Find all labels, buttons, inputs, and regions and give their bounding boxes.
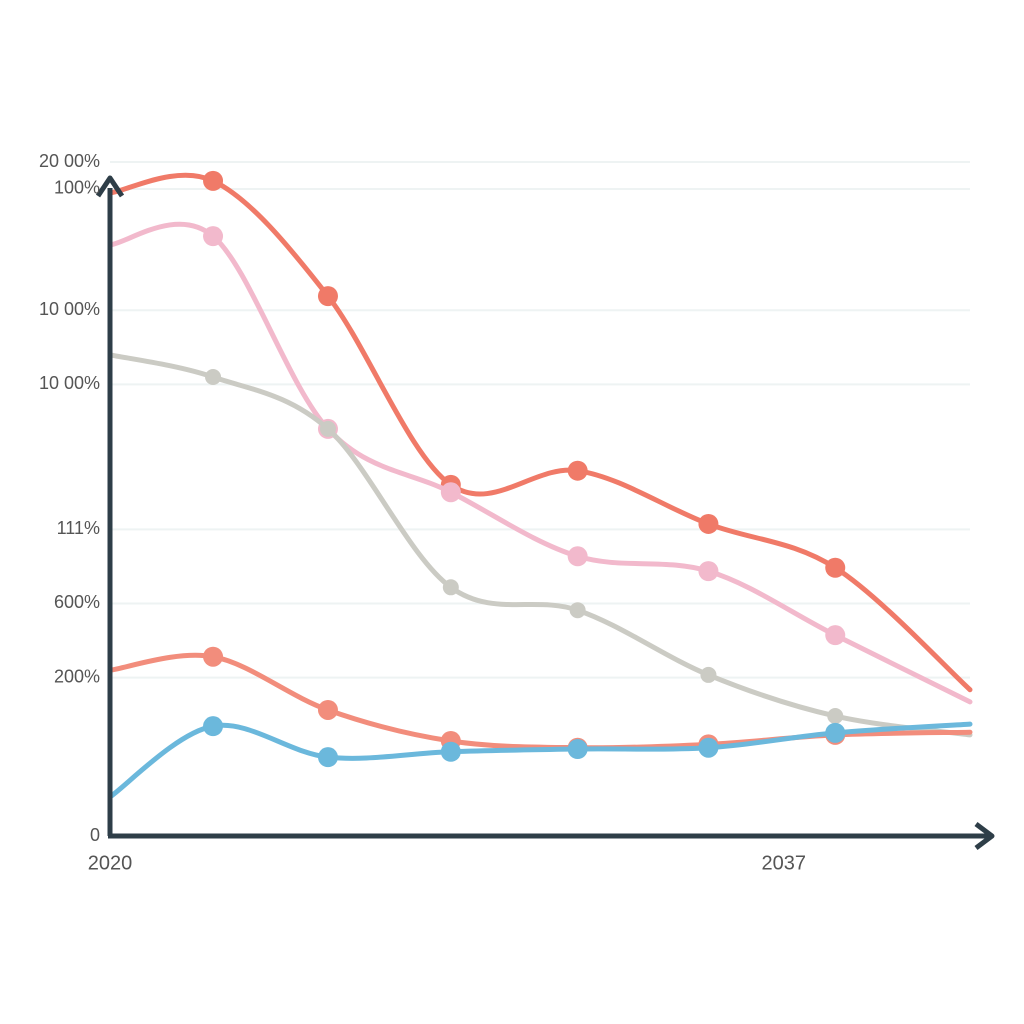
data-point <box>203 646 224 667</box>
data-point <box>319 420 336 437</box>
series-line <box>107 172 973 693</box>
data-point <box>825 625 846 646</box>
y-tick-label: 111% <box>57 518 100 538</box>
data-point <box>317 747 338 768</box>
data-point <box>567 460 588 481</box>
data-point <box>567 739 588 760</box>
data-point <box>827 708 844 725</box>
plot <box>107 170 973 800</box>
data-point <box>205 369 222 386</box>
data-point <box>825 722 846 743</box>
data-point <box>203 170 224 191</box>
data-point <box>569 602 586 619</box>
y-tick-label: 200% <box>54 666 100 686</box>
data-point <box>567 546 588 567</box>
series-line <box>107 221 973 705</box>
y-tick-label: 0 <box>90 825 100 845</box>
grid <box>110 161 970 679</box>
y-axis-arrow <box>95 175 125 198</box>
data-point <box>442 579 459 596</box>
data-point <box>203 716 224 737</box>
data-point <box>698 513 719 534</box>
y-tick-label: 100% <box>54 178 100 198</box>
data-point <box>825 557 846 578</box>
data-point <box>440 482 461 503</box>
y-tick-label: 20 00% <box>39 151 100 171</box>
data-point <box>698 561 719 582</box>
y-tick-label: 10 00% <box>39 299 100 319</box>
x-tick-label: 2037 <box>761 852 806 874</box>
data-point <box>317 699 338 720</box>
data-point <box>700 666 717 683</box>
y-tick-label: 600% <box>54 592 100 612</box>
data-point <box>203 226 224 247</box>
series-line <box>107 721 973 800</box>
x-axis-arrow <box>974 822 995 850</box>
series-line <box>107 352 973 738</box>
data-point <box>698 737 719 758</box>
x-tick-label: 2020 <box>88 852 133 874</box>
data-point <box>440 741 461 762</box>
y-tick-label: 10 00% <box>39 373 100 393</box>
data-point <box>317 286 338 307</box>
